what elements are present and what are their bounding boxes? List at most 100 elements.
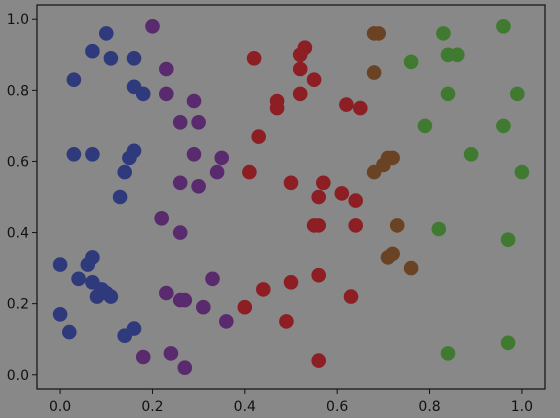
x-tick-label: 1.0 [511, 399, 533, 415]
y-tick-label: 0.8 [7, 83, 29, 99]
data-point [85, 147, 100, 162]
data-point [255, 282, 271, 297]
data-point [237, 299, 253, 315]
data-point [122, 150, 137, 166]
data-point [246, 51, 262, 66]
data-point [380, 250, 396, 265]
data-point [191, 115, 206, 130]
data-point [52, 257, 68, 272]
data-point [172, 175, 188, 191]
data-point [436, 26, 451, 41]
data-point [80, 257, 96, 272]
y-tick-label: 0.4 [7, 226, 29, 242]
data-point [366, 65, 382, 80]
data-point [251, 129, 266, 144]
data-point [403, 54, 419, 70]
data-point [186, 93, 202, 109]
y-tick-label: 0.6 [7, 154, 29, 170]
data-point [371, 26, 387, 41]
data-point [71, 271, 86, 287]
data-point [311, 353, 327, 368]
data-point [242, 164, 257, 180]
data-point [292, 47, 308, 63]
data-point [89, 289, 105, 304]
y-tick-label: 1.0 [7, 12, 29, 28]
data-point [440, 346, 456, 361]
x-tick-label: 0.6 [326, 399, 348, 415]
data-point [52, 307, 68, 322]
data-point [99, 26, 114, 41]
data-point [66, 147, 82, 162]
data-point [440, 86, 456, 102]
y-tick-label: 0.0 [7, 368, 29, 384]
data-point [112, 189, 128, 205]
x-tick-label: 0.4 [234, 399, 256, 415]
y-tick-label: 0.2 [7, 297, 29, 313]
data-point [450, 47, 465, 63]
data-point [145, 19, 160, 34]
data-point [343, 289, 359, 304]
data-point [514, 164, 530, 180]
y-axis: 0.0 0.2 0.4 0.6 0.8 1.0 [7, 12, 37, 384]
data-point [135, 349, 151, 365]
data-point [311, 218, 327, 233]
data-point [292, 61, 308, 77]
data-point [62, 324, 77, 340]
data-point [500, 232, 516, 247]
data-point [172, 292, 188, 308]
x-axis: 0.0 0.2 0.4 0.6 0.8 1.0 [49, 389, 533, 415]
data-point [292, 86, 308, 102]
data-point [159, 86, 174, 102]
data-point [117, 164, 132, 180]
data-point [500, 335, 516, 351]
x-tick-label: 0.0 [49, 399, 71, 415]
data-point [219, 314, 234, 329]
data-point [348, 218, 364, 233]
data-point [159, 285, 174, 301]
data-point [154, 211, 169, 226]
data-point [66, 72, 82, 87]
data-point [103, 289, 119, 304]
data-point [311, 267, 327, 283]
data-point [269, 100, 285, 116]
data-point [196, 299, 211, 315]
data-point [366, 164, 382, 180]
data-point [214, 150, 229, 166]
data-point [510, 86, 525, 102]
data-point [159, 61, 174, 77]
data-point [431, 221, 447, 237]
data-point [117, 328, 132, 344]
data-point [417, 118, 433, 134]
data-point [126, 51, 142, 66]
data-point [191, 179, 206, 194]
data-point [135, 86, 151, 102]
data-point [316, 175, 331, 191]
data-point [496, 19, 511, 34]
data-point [163, 346, 179, 361]
x-tick-label: 0.2 [141, 399, 163, 415]
data-point [172, 115, 188, 130]
data-point [403, 260, 419, 276]
data-point [496, 118, 511, 134]
data-point [463, 147, 479, 162]
data-point [186, 147, 202, 162]
data-point [348, 193, 364, 208]
data-point [389, 218, 405, 233]
data-point [283, 275, 299, 290]
x-tick-label: 0.8 [418, 399, 440, 415]
data-point [283, 175, 299, 191]
axes-frame [36, 4, 546, 390]
data-point [177, 360, 193, 376]
data-point [339, 97, 354, 112]
data-point [172, 225, 188, 240]
data-point [334, 186, 350, 201]
data-point [209, 164, 225, 180]
data-point [353, 100, 368, 116]
data-point [103, 51, 119, 66]
data-point [205, 271, 220, 287]
data-point [306, 72, 322, 87]
data-point [85, 43, 100, 59]
plot-area [37, 5, 545, 389]
data-point [279, 314, 294, 329]
